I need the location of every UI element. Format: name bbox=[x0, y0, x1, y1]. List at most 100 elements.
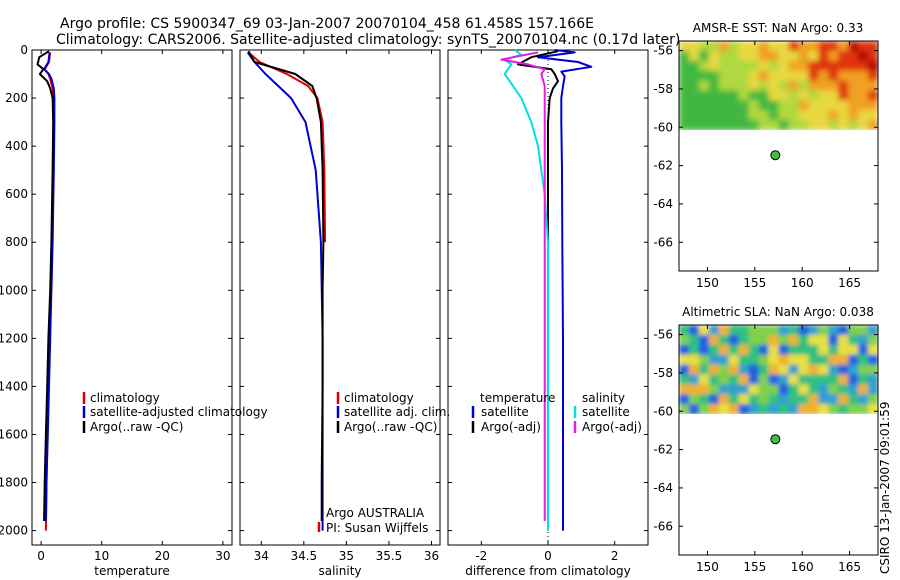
field-cell bbox=[788, 364, 799, 376]
x-tick-label: 34.5 bbox=[290, 549, 317, 563]
x-tick-label: 34 bbox=[254, 549, 269, 563]
field-cell bbox=[778, 325, 789, 336]
field-cell bbox=[698, 384, 710, 395]
field-cell bbox=[788, 110, 799, 121]
field-cell bbox=[808, 80, 819, 92]
field-cell bbox=[679, 60, 690, 72]
field-cell bbox=[858, 364, 869, 376]
field-cell bbox=[708, 344, 720, 356]
field-cell bbox=[798, 41, 809, 52]
field-cell bbox=[718, 60, 730, 72]
field-cell bbox=[868, 354, 878, 366]
sst-map-title: AMSR-E SST: NaN Argo: 0.33 bbox=[693, 21, 863, 35]
field-cell bbox=[808, 41, 819, 52]
field-cell bbox=[828, 90, 839, 101]
field-cell bbox=[738, 384, 750, 395]
field-cell bbox=[689, 404, 700, 414]
field-cell bbox=[868, 394, 878, 405]
field-cell bbox=[718, 344, 730, 356]
field-cell bbox=[838, 41, 849, 52]
y-tick-label: 800 bbox=[5, 235, 28, 249]
field-cell bbox=[788, 384, 799, 395]
field-cell bbox=[788, 100, 799, 111]
difference-plot: -2 0 2 bbox=[448, 49, 648, 563]
field-cell bbox=[808, 374, 819, 385]
field-cell bbox=[858, 60, 869, 72]
field-cell bbox=[708, 100, 720, 111]
field-cell bbox=[698, 325, 710, 336]
y-tick-label: 2000 bbox=[0, 524, 28, 538]
lat-tick-label: -56 bbox=[653, 44, 673, 58]
temperature-axes bbox=[31, 49, 233, 546]
field-cell bbox=[738, 334, 750, 346]
lat-tick-label: -64 bbox=[653, 197, 673, 211]
field-cell bbox=[728, 100, 740, 111]
field-cell bbox=[828, 384, 839, 395]
field-cell bbox=[858, 70, 869, 82]
field-cell bbox=[768, 404, 779, 414]
lat-tick-label: -60 bbox=[653, 120, 673, 134]
field-cell bbox=[818, 70, 829, 82]
field-cell bbox=[778, 90, 789, 101]
field-cell bbox=[868, 110, 878, 121]
legend-label-argo: Argo(..raw -QC) bbox=[90, 420, 183, 434]
field-cell bbox=[858, 384, 869, 395]
lon-tick-label: 160 bbox=[791, 276, 814, 290]
field-cell bbox=[679, 364, 690, 376]
lon-tick-label: 155 bbox=[743, 276, 766, 290]
sla-map-frame bbox=[678, 324, 879, 556]
field-cell bbox=[738, 120, 750, 130]
field-cell bbox=[768, 50, 779, 62]
field-cell bbox=[768, 394, 779, 405]
field-cell bbox=[838, 90, 849, 101]
x-tick-label: 35.5 bbox=[376, 549, 403, 563]
field-cell bbox=[708, 41, 720, 52]
y-tick-label: 1800 bbox=[0, 476, 28, 490]
field-cell bbox=[728, 344, 740, 356]
field-cell bbox=[738, 41, 750, 52]
field-cell bbox=[788, 60, 799, 72]
field-cell bbox=[708, 334, 720, 346]
field-cell bbox=[698, 110, 710, 121]
salinity-xlabel: salinity bbox=[318, 564, 361, 578]
series-line bbox=[500, 51, 546, 521]
field-cell bbox=[798, 364, 809, 376]
field-cell bbox=[758, 394, 770, 405]
field-cell bbox=[758, 80, 770, 92]
field-cell bbox=[828, 70, 839, 82]
field-cell bbox=[788, 325, 799, 336]
legend-label-sal-satellite: satellite bbox=[582, 405, 630, 419]
field-cell bbox=[698, 80, 710, 92]
series-line bbox=[517, 50, 559, 521]
lat-tick-label: -66 bbox=[653, 235, 673, 249]
field-cell bbox=[738, 80, 750, 92]
field-cell bbox=[778, 80, 789, 92]
field-cell bbox=[698, 50, 710, 62]
field-cell bbox=[708, 60, 720, 72]
field-cell bbox=[778, 110, 789, 121]
field-cell bbox=[798, 100, 809, 111]
field-cell bbox=[788, 41, 799, 52]
field-cell bbox=[808, 50, 819, 62]
field-cell bbox=[758, 110, 770, 121]
lon-tick-label: 165 bbox=[838, 276, 861, 290]
field-cell bbox=[848, 50, 859, 62]
field-cell bbox=[698, 60, 710, 72]
field-cell bbox=[858, 344, 869, 356]
figure-title-line2: Climatology: CARS2006. Satellite-adjuste… bbox=[56, 32, 680, 48]
field-cell bbox=[838, 374, 849, 385]
field-cell bbox=[708, 354, 720, 366]
y-tick-label: 200 bbox=[5, 91, 28, 105]
field-cell bbox=[758, 384, 770, 395]
field-cell bbox=[778, 384, 789, 395]
field-cell bbox=[798, 120, 809, 130]
field-cell bbox=[818, 334, 829, 346]
field-cell bbox=[848, 60, 859, 72]
field-cell bbox=[858, 90, 869, 101]
field-cell bbox=[818, 60, 829, 72]
field-cell bbox=[778, 374, 789, 385]
field-cell bbox=[758, 60, 770, 72]
temperature-plot: 0 200 400 600 800 1000 1200 1400 1600 1800 2000 0 10… bbox=[0, 43, 232, 563]
field-cell bbox=[838, 325, 849, 336]
sla-map-title: Altimetric SLA: NaN Argo: 0.038 bbox=[682, 305, 874, 319]
